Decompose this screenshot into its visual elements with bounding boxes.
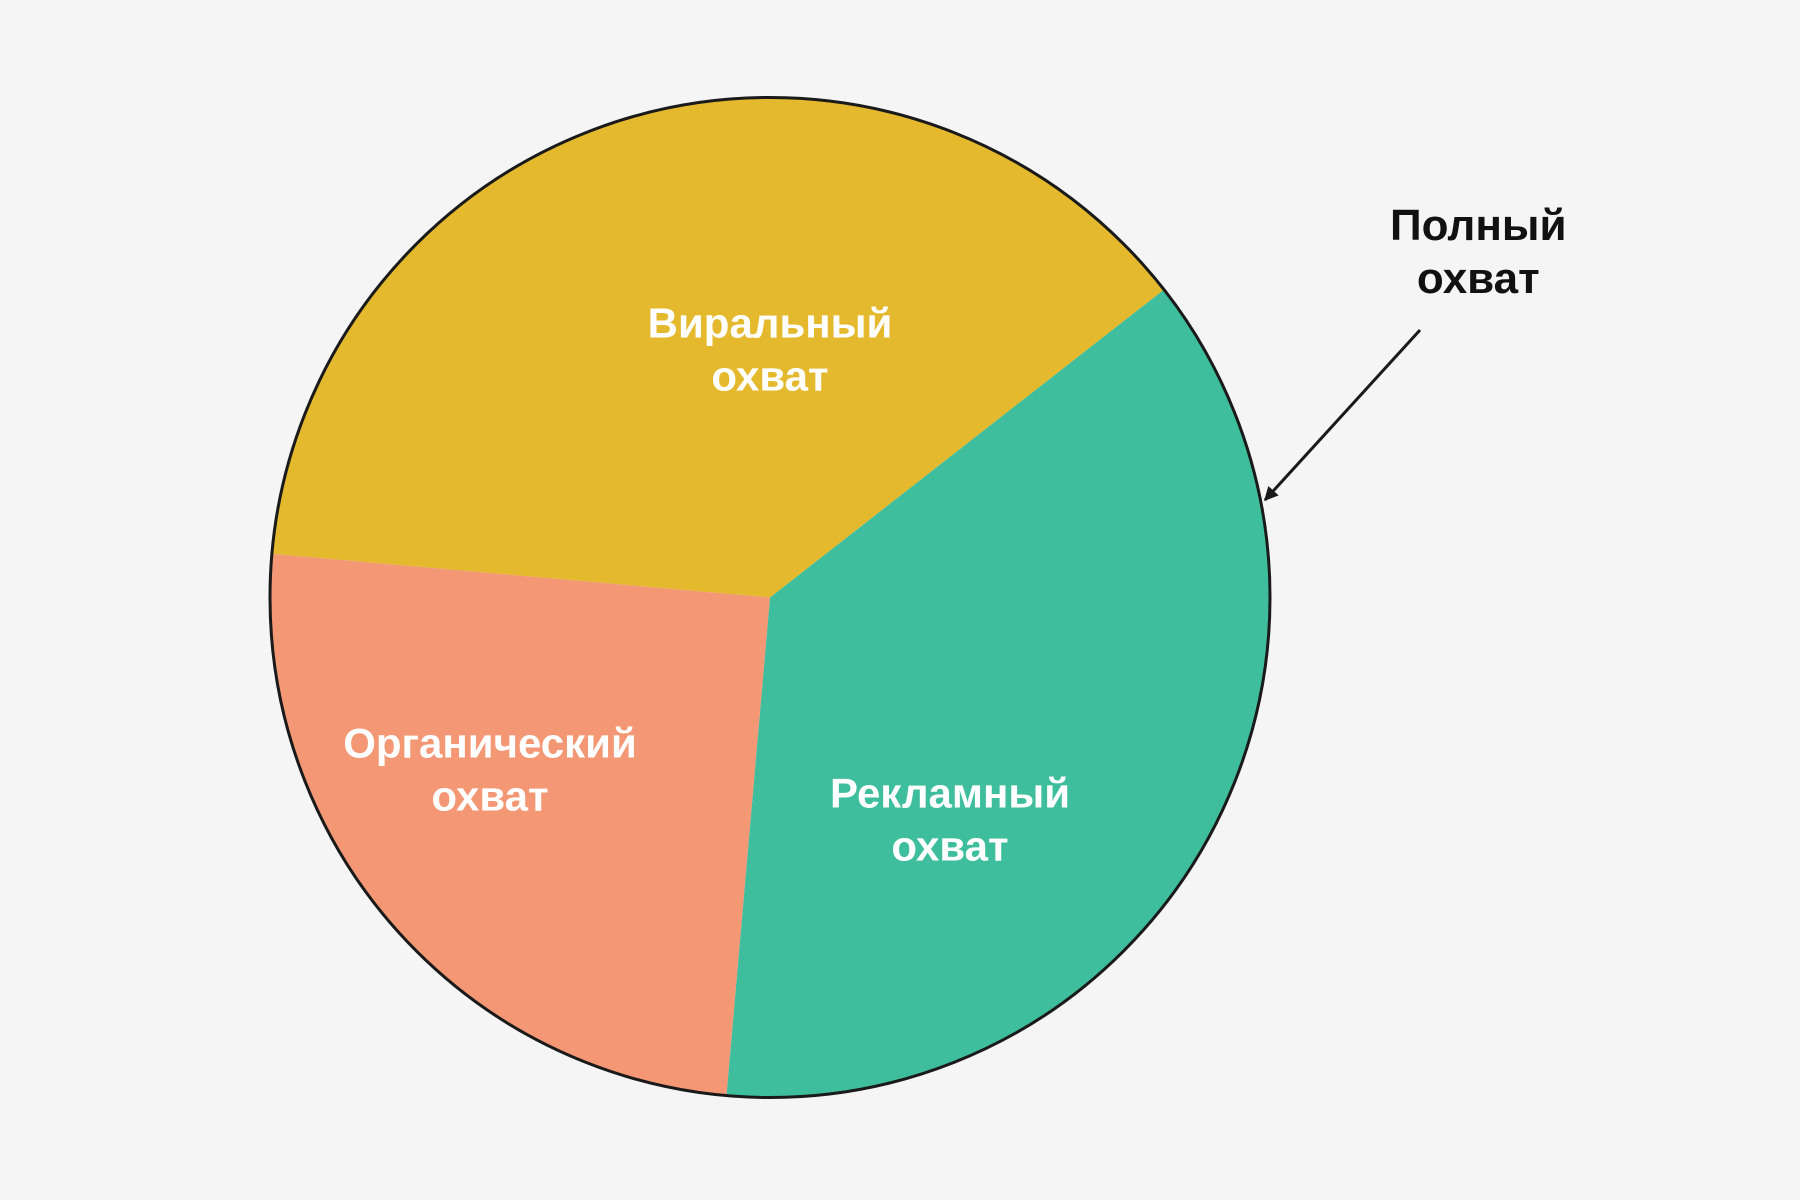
- annotation-label: Полный охват: [1390, 200, 1567, 306]
- slice-label-0: Виральный охват: [648, 298, 893, 403]
- pie-slice-2: [270, 554, 770, 1096]
- annotation-arrow-line: [1265, 330, 1420, 500]
- slice-label-1: Рекламный охват: [830, 768, 1070, 873]
- pie-svg: [265, 93, 1275, 1103]
- pie-chart: [265, 93, 1275, 1108]
- slice-label-2: Органический охват: [343, 718, 637, 823]
